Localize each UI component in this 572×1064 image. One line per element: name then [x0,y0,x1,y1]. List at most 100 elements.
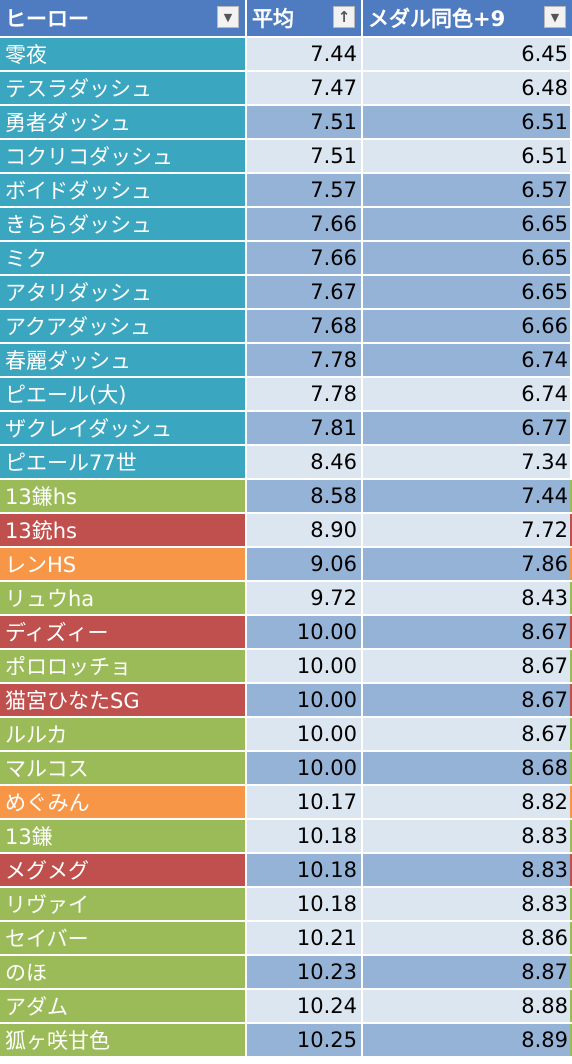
hero-name-cell[interactable]: アタリダッシュ [0,276,245,308]
medal-cell[interactable]: 8.68 [363,752,572,784]
average-cell[interactable]: 7.57 [247,174,361,206]
average-cell[interactable]: 9.06 [247,548,361,580]
average-cell[interactable]: 10.17 [247,786,361,818]
medal-cell[interactable]: 7.34 [363,446,572,478]
medal-cell[interactable]: 8.87 [363,956,572,988]
medal-cell[interactable]: 8.67 [363,650,572,682]
header-medal[interactable]: メダル同色+9 ▼ [363,0,572,36]
hero-name-cell[interactable]: アクアダッシュ [0,310,245,342]
average-cell[interactable]: 7.78 [247,344,361,376]
hero-name-cell[interactable]: ミク [0,242,245,274]
average-cell[interactable]: 10.00 [247,684,361,716]
medal-cell[interactable]: 8.83 [363,888,572,920]
filter-dropdown-icon[interactable]: ▼ [217,6,239,28]
filter-dropdown-icon[interactable]: ▼ [544,6,566,28]
average-cell[interactable]: 10.00 [247,752,361,784]
medal-cell[interactable]: 7.72 [363,514,572,546]
average-cell[interactable]: 7.68 [247,310,361,342]
table-row: アクアダッシュ 7.68 6.66 [0,310,572,342]
hero-name-cell[interactable]: リュウha [0,582,245,614]
medal-cell[interactable]: 6.65 [363,242,572,274]
medal-cell[interactable]: 8.67 [363,718,572,750]
header-hero[interactable]: ヒーロー ▼ [0,0,245,36]
hero-name-cell[interactable]: ピエール77世 [0,446,245,478]
average-cell[interactable]: 7.66 [247,242,361,274]
hero-name-cell[interactable]: 春麗ダッシュ [0,344,245,376]
sort-ascending-icon[interactable]: ↑ [333,6,355,28]
average-cell[interactable]: 10.25 [247,1024,361,1056]
average-cell[interactable]: 7.47 [247,72,361,104]
medal-cell[interactable]: 8.43 [363,582,572,614]
medal-cell[interactable]: 8.88 [363,990,572,1022]
average-cell[interactable]: 8.90 [247,514,361,546]
average-cell[interactable]: 7.51 [247,140,361,172]
medal-cell[interactable]: 8.82 [363,786,572,818]
hero-name-cell[interactable]: リヴァイ [0,888,245,920]
average-cell[interactable]: 10.00 [247,718,361,750]
average-cell[interactable]: 7.44 [247,38,361,70]
hero-name-cell[interactable]: ルルカ [0,718,245,750]
average-cell[interactable]: 7.67 [247,276,361,308]
table-row: アダム 10.24 8.88 [0,990,572,1022]
medal-cell[interactable]: 6.74 [363,344,572,376]
medal-cell[interactable]: 6.48 [363,72,572,104]
average-cell[interactable]: 9.72 [247,582,361,614]
hero-name-cell[interactable]: レンHS [0,548,245,580]
medal-cell[interactable]: 8.86 [363,922,572,954]
medal-cell[interactable]: 8.67 [363,684,572,716]
medal-cell[interactable]: 6.77 [363,412,572,444]
hero-name-cell[interactable]: 13鎌 [0,820,245,852]
average-cell[interactable]: 10.00 [247,616,361,648]
hero-name-cell[interactable]: ポロロッチョ [0,650,245,682]
hero-name-cell[interactable]: 13銃hs [0,514,245,546]
hero-name-cell[interactable]: コクリコダッシュ [0,140,245,172]
medal-cell[interactable]: 8.83 [363,820,572,852]
average-cell[interactable]: 7.51 [247,106,361,138]
hero-name-cell[interactable]: ザクレイダッシュ [0,412,245,444]
hero-name-cell[interactable]: めぐみん [0,786,245,818]
hero-name-cell[interactable]: マルコス [0,752,245,784]
table-row: 13銃hs 8.90 7.72 [0,514,572,546]
medal-cell[interactable]: 6.65 [363,276,572,308]
medal-cell[interactable]: 6.66 [363,310,572,342]
medal-cell[interactable]: 6.65 [363,208,572,240]
header-average[interactable]: 平均 ↑ [247,0,361,36]
hero-name-cell[interactable]: のほ [0,956,245,988]
medal-cell[interactable]: 6.51 [363,140,572,172]
medal-cell[interactable]: 7.44 [363,480,572,512]
medal-cell[interactable]: 7.86 [363,548,572,580]
average-cell[interactable]: 7.66 [247,208,361,240]
medal-cell[interactable]: 6.51 [363,106,572,138]
average-cell[interactable]: 10.18 [247,820,361,852]
hero-name-cell[interactable]: アダム [0,990,245,1022]
header-medal-label: メダル同色+9 [368,7,506,31]
hero-name-cell[interactable]: ボイドダッシュ [0,174,245,206]
average-cell[interactable]: 8.46 [247,446,361,478]
hero-name-cell[interactable]: 13鎌hs [0,480,245,512]
hero-name-cell[interactable]: きららダッシュ [0,208,245,240]
hero-name-cell[interactable]: 狐ヶ咲甘色 [0,1024,245,1056]
hero-name-cell[interactable]: メグメグ [0,854,245,886]
hero-name-cell[interactable]: 猫宮ひなたSG [0,684,245,716]
hero-name-cell[interactable]: ディズィー [0,616,245,648]
average-cell[interactable]: 8.58 [247,480,361,512]
average-cell[interactable]: 10.21 [247,922,361,954]
average-cell[interactable]: 7.81 [247,412,361,444]
average-cell[interactable]: 10.24 [247,990,361,1022]
average-cell[interactable]: 10.18 [247,854,361,886]
hero-name-cell[interactable]: 零夜 [0,38,245,70]
medal-cell[interactable]: 6.45 [363,38,572,70]
medal-cell[interactable]: 6.74 [363,378,572,410]
hero-name-cell[interactable]: ピエール(大) [0,378,245,410]
average-cell[interactable]: 10.18 [247,888,361,920]
average-cell[interactable]: 10.00 [247,650,361,682]
average-cell[interactable]: 10.23 [247,956,361,988]
medal-cell[interactable]: 6.57 [363,174,572,206]
average-cell[interactable]: 7.78 [247,378,361,410]
hero-name-cell[interactable]: テスラダッシュ [0,72,245,104]
medal-cell[interactable]: 8.67 [363,616,572,648]
medal-cell[interactable]: 8.89 [363,1024,572,1056]
hero-name-cell[interactable]: 勇者ダッシュ [0,106,245,138]
medal-cell[interactable]: 8.83 [363,854,572,886]
hero-name-cell[interactable]: セイバー [0,922,245,954]
